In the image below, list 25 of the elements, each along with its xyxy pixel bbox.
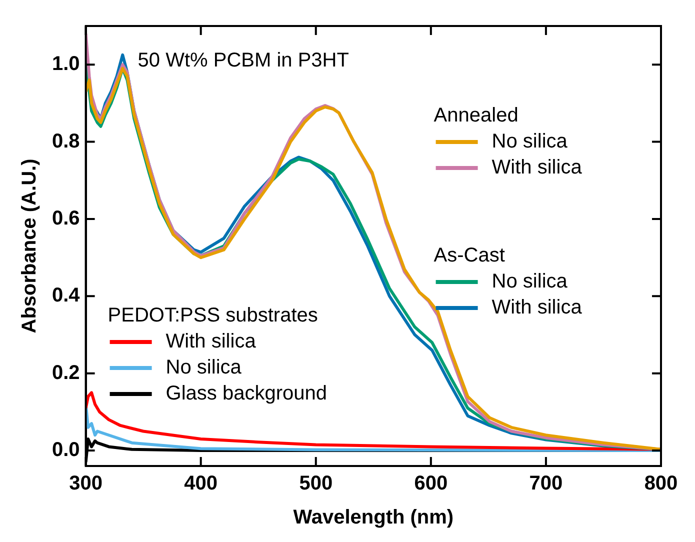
y-tick-label: 0.4 bbox=[52, 284, 81, 307]
legend-label: No silica bbox=[492, 130, 568, 153]
x-axis-title: Wavelength (nm) bbox=[293, 506, 454, 529]
x-tick-label: 800 bbox=[644, 472, 678, 495]
legend-label: No silica bbox=[492, 270, 568, 293]
x-tick-label: 500 bbox=[299, 472, 333, 495]
y-tick-label: 0.8 bbox=[52, 130, 80, 152]
annotation: PEDOT:PSS substrates bbox=[108, 304, 318, 327]
legend-label: No silica bbox=[166, 356, 242, 379]
y-tick-label: 0.0 bbox=[52, 439, 80, 462]
annotation: As-Cast bbox=[434, 244, 506, 267]
y-axis-title: Absorbance (A.U.) bbox=[18, 158, 41, 334]
text: 50 Wt% PCBM in P3HT bbox=[138, 50, 349, 72]
y-tick-label: 0.2 bbox=[52, 362, 80, 384]
legend-label: With silica bbox=[166, 330, 257, 353]
x-tick-label: 600 bbox=[414, 472, 448, 495]
legend-label: Glass background bbox=[166, 382, 328, 405]
annotation: Annealed bbox=[434, 104, 518, 127]
x-tick-label: 400 bbox=[184, 472, 218, 495]
x-tick-label: 700 bbox=[529, 472, 563, 495]
legend-label: With silica bbox=[492, 296, 583, 319]
y-tick-label: 0.6 bbox=[52, 208, 80, 230]
legend-label: With silica bbox=[492, 156, 583, 179]
x-tick-label: 300 bbox=[69, 472, 102, 495]
y-tick-label: 1.0 bbox=[52, 53, 80, 76]
